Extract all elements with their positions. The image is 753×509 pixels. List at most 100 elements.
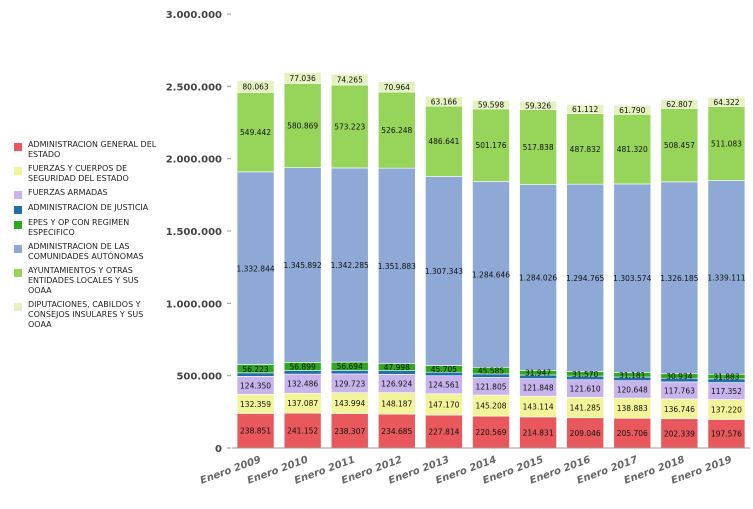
data-label: 1.303.574: [613, 274, 651, 283]
legend-swatch: [14, 206, 22, 214]
data-label: 120.648: [617, 385, 648, 394]
data-label: 143.114: [523, 403, 554, 412]
data-label: 45.585: [478, 367, 504, 376]
bar-segment: [378, 167, 416, 365]
legend-swatch: [14, 303, 22, 311]
bar-segment: [330, 84, 369, 169]
legend-label: FUERZAS ARMADAS: [28, 188, 108, 197]
data-label: 580.869: [287, 122, 318, 131]
legend-label: ADMINISTRACION DE LAS COMUNIDADES AUTÓNO…: [28, 242, 144, 261]
data-label: 1.284.026: [519, 273, 557, 282]
data-label: 141.285: [570, 404, 601, 413]
data-label: 220.569: [475, 428, 506, 437]
data-label: 549.442: [240, 128, 271, 137]
data-label: 511.083: [711, 140, 742, 149]
data-label: 132.359: [240, 400, 271, 409]
y-tick-label: 1.000.000: [166, 299, 222, 310]
bar-segment: [566, 104, 604, 114]
data-label: 124.561: [428, 381, 459, 390]
data-label: 117.352: [711, 387, 742, 396]
legend: ADMINISTRACION GENERAL DEL ESTADO FUERZAS…: [14, 140, 164, 334]
legend-label: EPES Y OP CON REGIMEN ESPECIFICO: [28, 218, 130, 237]
data-label: 1.345.892: [284, 261, 322, 270]
bar-segment: [425, 176, 463, 366]
data-label: 148.187: [381, 399, 412, 408]
data-label: 487.832: [570, 145, 601, 154]
data-label: 573.223: [334, 122, 365, 131]
data-label: 202.339: [664, 429, 695, 438]
y-tick-label: 2.000.000: [166, 155, 222, 166]
data-label: 227.814: [428, 428, 459, 437]
bar-segment: [330, 167, 369, 363]
legend-item: EPES Y OP CON REGIMEN ESPECIFICO: [14, 218, 164, 238]
data-label: 126.924: [381, 379, 412, 388]
legend-item: ADMINISTRACION GENERAL DEL ESTADO: [14, 140, 164, 160]
data-label: 63.166: [431, 97, 457, 106]
bar-segment: [378, 413, 416, 449]
bar-segment: [660, 98, 699, 109]
bar-segment: [283, 72, 322, 84]
data-label: 1.351.883: [378, 262, 416, 271]
data-label: 138.883: [617, 404, 648, 413]
data-label: 30.934: [666, 372, 692, 381]
data-label: 47.998: [384, 363, 410, 372]
data-label: 129.723: [334, 379, 365, 388]
data-label: 62.807: [666, 100, 692, 109]
data-label: 1.307.343: [425, 267, 463, 276]
bar-segment: [660, 418, 699, 449]
y-tick-label: 500.000: [176, 372, 222, 383]
bar-segment: [613, 113, 652, 185]
data-label: 77.036: [290, 74, 316, 83]
data-label: 145.208: [475, 402, 506, 411]
data-label: 1.326.185: [660, 274, 698, 283]
data-label: 1.294.765: [566, 274, 604, 283]
bars: [236, 72, 746, 449]
legend-item: FUERZAS Y CUERPOS DE SEGURIDAD DEL ESTAD…: [14, 164, 164, 184]
data-label: 136.746: [664, 405, 695, 414]
data-label: 59.598: [478, 101, 504, 110]
data-label: 117.763: [664, 386, 695, 395]
data-label: 481.320: [617, 145, 648, 154]
data-label: 1.342.285: [331, 261, 369, 270]
data-label: 70.964: [384, 83, 410, 92]
data-label: 121.610: [570, 385, 601, 394]
data-label: 517.838: [523, 143, 554, 152]
bar-segment: [330, 413, 369, 449]
data-label: 121.805: [475, 382, 506, 391]
bar-segment: [283, 412, 322, 449]
data-label: 74.265: [337, 76, 363, 85]
bar-segment: [660, 108, 699, 183]
y-tick-label: 0: [215, 444, 222, 455]
legend-item: ADMINISTRACION DE JUSTICIA: [14, 203, 164, 214]
legend-swatch: [14, 143, 22, 151]
legend-item: FUERZAS ARMADAS: [14, 188, 164, 199]
data-label: 214.831: [523, 428, 554, 437]
data-label: 31.883: [713, 373, 739, 382]
data-label: 1.284.646: [472, 270, 510, 279]
data-label: 56.694: [337, 362, 363, 371]
data-label: 143.994: [334, 399, 365, 408]
data-label: 31.181: [619, 371, 645, 380]
data-label: 121.848: [523, 383, 554, 392]
bar-segment: [425, 96, 463, 107]
bar-segment: [236, 92, 275, 173]
data-label: 31.947: [525, 369, 551, 378]
data-label: 508.457: [664, 141, 695, 150]
data-label: 238.851: [240, 427, 271, 436]
y-tick-label: 1.500.000: [166, 227, 222, 238]
bar-segment: [236, 80, 275, 93]
data-label: 59.326: [525, 101, 551, 110]
bar-segment: [660, 181, 699, 375]
legend-item: ADMINISTRACION DE LAS COMUNIDADES AUTÓNO…: [14, 242, 164, 262]
legend-label: FUERZAS Y CUERPOS DE SEGURIDAD DEL ESTAD…: [28, 164, 129, 183]
legend-swatch: [14, 221, 22, 229]
data-label: 137.220: [711, 405, 742, 414]
bar-segment: [472, 181, 510, 368]
data-label: 64.322: [713, 98, 739, 107]
value-labels: 238.851 132.359 124.350 56.223 1.332.844 549.…: [236, 74, 745, 439]
legend-swatch: [14, 191, 22, 199]
data-label: 124.350: [240, 381, 271, 390]
bar-segment: [707, 96, 746, 107]
bar-segment: [519, 109, 557, 185]
